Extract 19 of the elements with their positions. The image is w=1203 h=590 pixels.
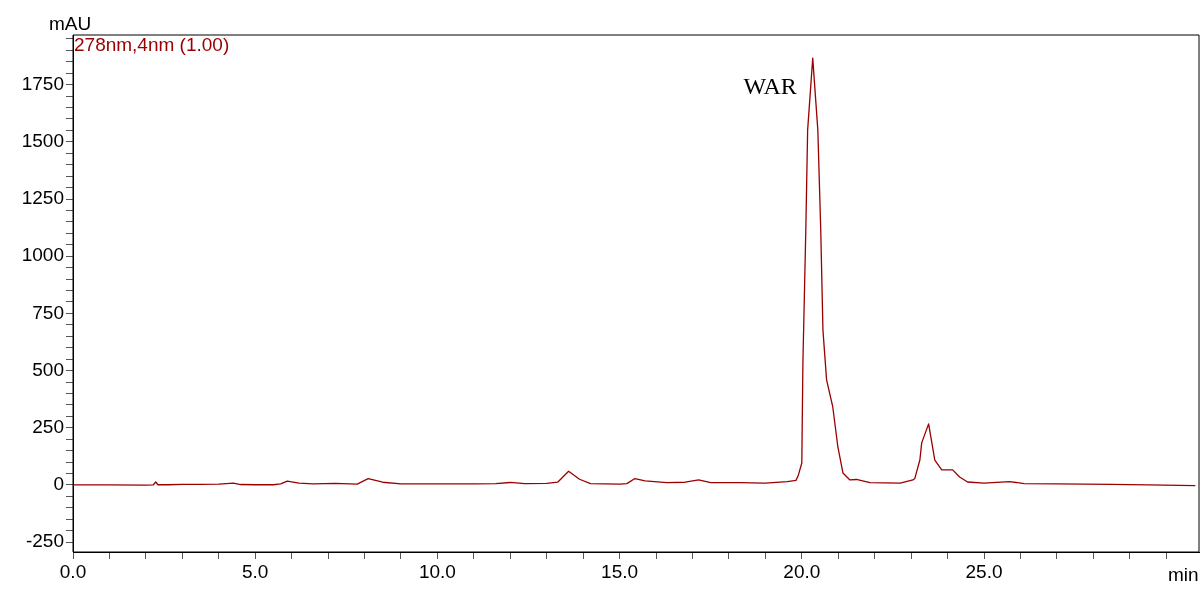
y-tick-label: -250 <box>25 530 64 552</box>
y-tick-label: 1250 <box>21 187 64 209</box>
x-tick-label: 15.0 <box>601 560 639 582</box>
x-tick-label: 10.0 <box>418 560 456 582</box>
text: 278nm,4nm (1.00) <box>74 33 230 55</box>
x-tick-label: 5.0 <box>241 560 269 582</box>
x-tick-label: 25.0 <box>965 560 1003 582</box>
x-tick-label: 20.0 <box>783 560 821 582</box>
x-axis-title: min <box>1167 563 1199 585</box>
y-tick-label: 1500 <box>21 130 64 152</box>
y-tick-label: 750 <box>32 301 64 323</box>
y-tick-label: 1750 <box>21 72 64 94</box>
y-tick-label: 250 <box>32 416 64 438</box>
annotation: WAR <box>743 73 797 100</box>
x-tick-label: 0.0 <box>59 560 87 582</box>
y-axis-title: mAU <box>48 12 92 34</box>
y-tick-label: 500 <box>32 358 64 380</box>
y-tick-label: 1000 <box>21 244 64 266</box>
y-tick-label: 0 <box>53 473 64 495</box>
